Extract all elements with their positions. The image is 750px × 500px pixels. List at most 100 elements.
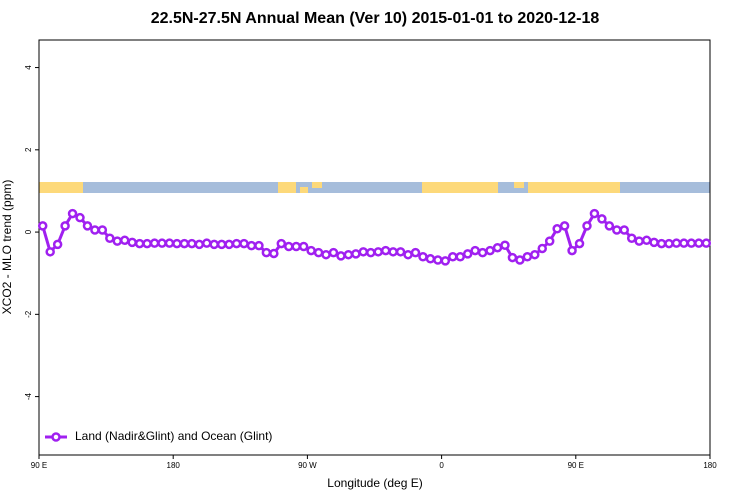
data-point bbox=[537, 243, 547, 254]
data-point bbox=[112, 236, 123, 246]
data-point bbox=[231, 238, 242, 249]
plot-frame bbox=[38, 39, 711, 456]
data-point bbox=[75, 212, 85, 223]
data-point bbox=[619, 225, 630, 235]
data-point bbox=[321, 249, 331, 260]
data-point bbox=[626, 233, 637, 243]
data-point bbox=[679, 238, 689, 248]
data-point bbox=[306, 245, 316, 256]
x-axis-label: Longitude (deg E) bbox=[327, 476, 422, 490]
data-point bbox=[395, 247, 406, 257]
data-point bbox=[179, 238, 190, 249]
data-point bbox=[142, 238, 152, 249]
data-point bbox=[612, 225, 622, 235]
data-point bbox=[500, 240, 510, 250]
map-strip bbox=[39, 182, 710, 193]
data-point bbox=[82, 221, 93, 231]
data-point bbox=[433, 255, 443, 265]
data-point bbox=[604, 221, 615, 231]
data-point bbox=[701, 238, 712, 248]
data-point bbox=[328, 247, 339, 258]
data-point bbox=[552, 224, 562, 234]
y-tick-label: 2 bbox=[24, 147, 33, 152]
data-point bbox=[202, 238, 212, 248]
data-point bbox=[403, 249, 413, 260]
data-point bbox=[634, 236, 644, 246]
data-point bbox=[388, 247, 398, 257]
data-point bbox=[574, 238, 585, 249]
data-point bbox=[440, 256, 451, 266]
x-tick-label: 90 E bbox=[31, 461, 47, 470]
data-point bbox=[664, 238, 674, 249]
chart-title: 22.5N-27.5N Annual Mean (Ver 10) 2015-01… bbox=[151, 10, 600, 27]
data-point bbox=[425, 254, 436, 264]
data-point bbox=[589, 208, 600, 219]
data-point bbox=[582, 221, 592, 231]
data-point bbox=[597, 214, 607, 224]
data-point bbox=[254, 240, 264, 251]
legend-label: Land (Nadir&Glint) and Ocean (Glint) bbox=[75, 429, 272, 443]
data-point bbox=[656, 238, 667, 249]
data-point bbox=[530, 249, 540, 260]
data-point bbox=[373, 247, 383, 257]
data-point bbox=[209, 239, 219, 250]
data-point bbox=[492, 242, 503, 253]
data-point bbox=[45, 247, 55, 257]
data-point bbox=[284, 241, 294, 252]
legend-marker bbox=[51, 432, 61, 442]
data-point bbox=[37, 221, 48, 231]
x-tick-label: 180 bbox=[703, 461, 717, 470]
data-point bbox=[462, 249, 473, 259]
data-point bbox=[149, 238, 160, 248]
data-point bbox=[119, 235, 130, 246]
data-point bbox=[448, 252, 458, 262]
data-point bbox=[358, 247, 369, 257]
data-point bbox=[127, 237, 137, 248]
x-tick-label: 90 W bbox=[298, 461, 317, 470]
data-point bbox=[134, 238, 145, 249]
data-point bbox=[686, 238, 697, 248]
data-point bbox=[224, 239, 234, 250]
data-point bbox=[216, 239, 227, 250]
data-point bbox=[157, 238, 167, 248]
y-tick-label: 4 bbox=[24, 65, 33, 70]
data-point bbox=[105, 233, 115, 243]
data-point bbox=[276, 238, 287, 249]
data-point bbox=[477, 247, 488, 258]
x-tick-label: 180 bbox=[167, 461, 181, 470]
data-point bbox=[507, 252, 518, 263]
data-point bbox=[187, 238, 197, 249]
y-tick-label: -2 bbox=[24, 310, 33, 318]
data-point bbox=[522, 252, 533, 262]
data-point bbox=[336, 251, 346, 261]
data-point bbox=[671, 238, 682, 248]
y-axis-label: XCO2 - MLO trend (ppm) bbox=[0, 180, 14, 315]
data-point bbox=[67, 208, 78, 219]
data-point bbox=[455, 252, 465, 262]
data-point bbox=[351, 249, 361, 259]
data-point bbox=[246, 240, 257, 251]
data-point bbox=[239, 238, 249, 249]
data-point bbox=[366, 247, 376, 258]
data-point bbox=[515, 255, 525, 265]
data-point bbox=[641, 235, 652, 246]
data-point bbox=[470, 245, 480, 256]
x-tick-label: 90 E bbox=[568, 461, 584, 470]
data-point bbox=[164, 238, 175, 248]
data-point bbox=[52, 239, 63, 250]
data-point bbox=[172, 238, 182, 249]
x-tick-label: 0 bbox=[439, 461, 444, 470]
data-point bbox=[380, 245, 391, 256]
data-point bbox=[694, 238, 704, 248]
data-point bbox=[649, 237, 659, 248]
data-point bbox=[269, 248, 279, 259]
data-point bbox=[194, 239, 205, 250]
data-point bbox=[261, 247, 272, 258]
data-point bbox=[343, 249, 354, 260]
y-tick-label: 0 bbox=[24, 229, 33, 234]
data-point bbox=[60, 221, 70, 231]
data-point bbox=[418, 252, 428, 262]
y-tick-label: -4 bbox=[24, 392, 33, 400]
